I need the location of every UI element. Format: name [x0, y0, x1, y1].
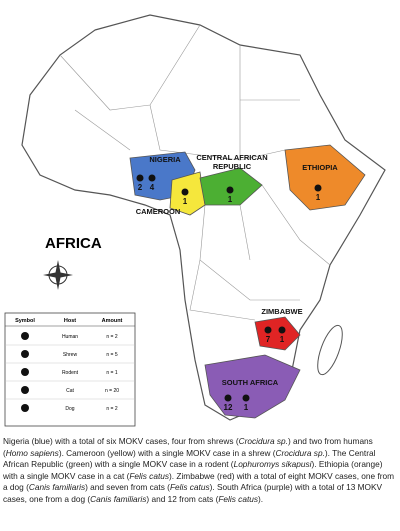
- borders: [59, 24, 331, 321]
- caption-text: Homo sapiens: [5, 447, 59, 458]
- case-count: 1: [183, 197, 188, 206]
- region: [199, 167, 263, 206]
- legend-symbol: [21, 332, 29, 340]
- madagascar: [317, 324, 343, 376]
- legend-amount: n = 2: [106, 406, 117, 412]
- host-icon: [314, 184, 322, 192]
- legend-amount: n = 20: [105, 388, 119, 394]
- host-icon: [242, 394, 250, 402]
- caption-text: Felis catus: [129, 470, 170, 481]
- caption-text: Lophuromys sikapusi: [233, 459, 312, 470]
- legend-host: Rodent: [62, 370, 79, 376]
- host-icon: [226, 186, 234, 194]
- case-count: 1: [316, 193, 321, 202]
- legend-symbol: [21, 368, 29, 376]
- case-count: 1: [280, 335, 285, 344]
- case-count: 2: [138, 183, 143, 192]
- legend-header: Symbol: [15, 318, 35, 324]
- legend-amount: n = 2: [106, 334, 117, 340]
- case-count: 4: [150, 183, 155, 192]
- legend-header: Host: [64, 318, 76, 324]
- caption-text: Canis familiaris: [90, 493, 147, 504]
- region: [254, 316, 301, 351]
- map-title: AFRICA: [45, 235, 102, 252]
- map: AFRICA Symbol Host Amount Human n = 2 Shrew n …: [4, 14, 386, 427]
- caption-text: Felis catus: [218, 493, 259, 504]
- region-label: CENTRAL AFRICAN: [196, 153, 267, 162]
- caption-text: ). Cameroon (yellow) with a single MOKV …: [58, 447, 276, 458]
- caption-text: Canis familiaris: [28, 482, 86, 493]
- legend-host: Human: [62, 334, 78, 340]
- caption-text: ) and two from humans (: [3, 436, 373, 458]
- caption: Nigeria (blue) with a total of six MOKV …: [3, 436, 397, 506]
- caption-text: Felis catus: [169, 482, 210, 493]
- legend-symbol: [21, 404, 29, 412]
- caption-text: Crocidura sp.: [238, 436, 288, 446]
- legend-amount: n = 1: [106, 370, 117, 376]
- legend-header: Amount: [102, 318, 123, 324]
- host-icon: [278, 326, 286, 334]
- region-label: ZIMBABWE: [261, 307, 302, 316]
- legend-symbol: [21, 350, 29, 358]
- region-label: NIGERIA: [149, 155, 181, 164]
- caption-text: Crocidura sp.: [275, 447, 325, 458]
- host-icon: [136, 174, 144, 182]
- case-count: 1: [244, 403, 249, 412]
- compass: [43, 260, 73, 290]
- legend-host: Shrew: [63, 352, 78, 358]
- legend-host: Cat: [66, 388, 74, 394]
- host-icon: [181, 188, 189, 196]
- caption-text: ). The Central African Republic (green) …: [3, 447, 376, 470]
- case-count: 12: [224, 403, 233, 412]
- region-label: REPUBLIC: [213, 162, 252, 171]
- region: [284, 144, 366, 211]
- caption-text: Nigeria (blue) with a total of six MOKV …: [3, 436, 239, 446]
- case-count: 7: [266, 335, 271, 344]
- legend-amount: n = 5: [106, 352, 117, 358]
- caption-text: ).: [258, 493, 264, 504]
- region-label: ETHIOPIA: [302, 163, 338, 172]
- legend-symbol: [21, 386, 29, 394]
- caption-text: ). Ethiopia (orange) with a single MOKV …: [3, 459, 383, 481]
- caption-text: ). South Africa (purple) with a total of…: [3, 482, 383, 504]
- host-icon: [264, 326, 272, 334]
- case-count: 1: [228, 195, 233, 204]
- legend: Symbol Host Amount Human n = 2 Shrew n = 5 Rode…: [4, 312, 136, 427]
- caption-text: ) and seven from cats (: [85, 482, 170, 493]
- host-icon: [148, 174, 156, 182]
- legend-host: Dog: [65, 406, 74, 412]
- region-label: CAMEROON: [136, 207, 181, 216]
- caption-text: ). Zimbabwe (red) with a total of eight …: [3, 470, 395, 493]
- caption-text: ) and 12 from cats (: [146, 493, 219, 504]
- host-icon: [224, 394, 232, 402]
- region: [204, 354, 301, 419]
- region-label: SOUTH AFRICA: [222, 378, 279, 387]
